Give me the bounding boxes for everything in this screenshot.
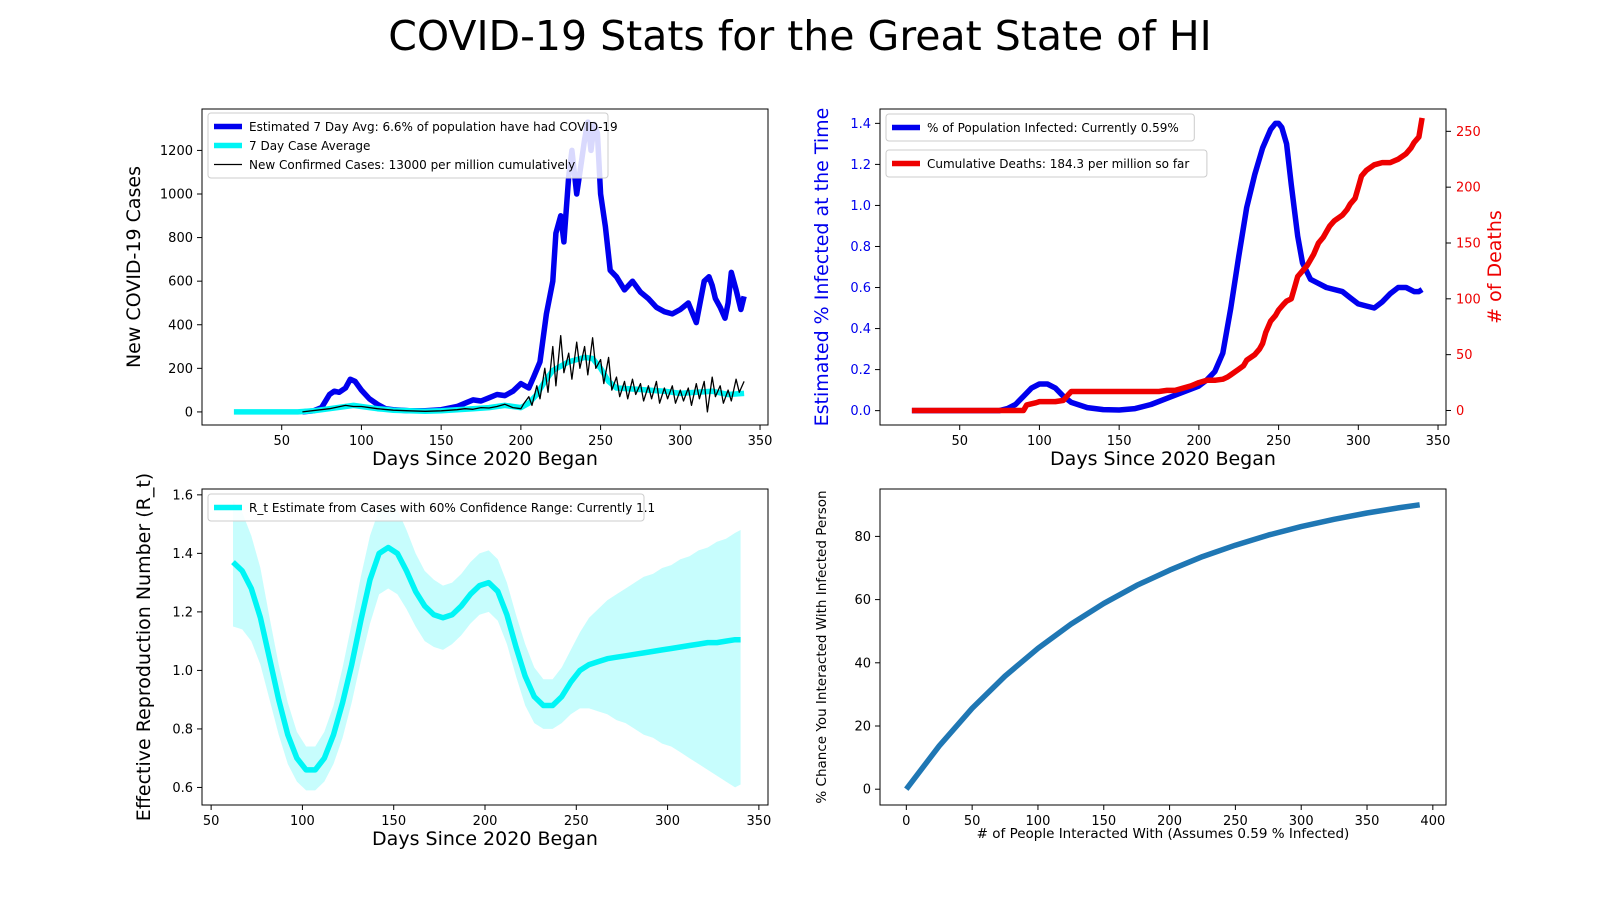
x-tick-label: 100 bbox=[1027, 434, 1052, 449]
x-tick-label: 350 bbox=[746, 814, 771, 829]
y-right-tick-label: 150 bbox=[1456, 236, 1481, 251]
x-tick-label: 100 bbox=[290, 814, 315, 829]
legend-label: R_t Estimate from Cases with 60% Confide… bbox=[249, 501, 655, 515]
y-tick-label: 0.6 bbox=[172, 781, 193, 796]
x-tick-label: 150 bbox=[1107, 434, 1132, 449]
series-line-cases-2 bbox=[302, 334, 745, 413]
x-axis-label: Days Since 2020 Began bbox=[372, 448, 598, 470]
y-axis-label: Estimated % Infected at the Time bbox=[811, 108, 833, 427]
y-right-axis-label: # of Deaths bbox=[1484, 210, 1506, 324]
y-right-tick-label: 250 bbox=[1456, 125, 1481, 140]
y-right-tick-label: 100 bbox=[1456, 292, 1481, 307]
y-right-tick-label: 50 bbox=[1456, 348, 1473, 363]
x-tick-label: 250 bbox=[1223, 814, 1248, 829]
axes-frame-interaction bbox=[879, 488, 1447, 806]
legend-box bbox=[885, 149, 1208, 178]
series-line-infected-0 bbox=[911, 120, 1424, 414]
x-tick-label: 300 bbox=[1289, 814, 1314, 829]
x-tick-label: 50 bbox=[273, 434, 290, 449]
series-line-cases-1 bbox=[233, 354, 745, 415]
series-line-cases-0 bbox=[302, 119, 747, 415]
axes-frame-cases bbox=[201, 108, 769, 426]
y-tick-label: 20 bbox=[854, 720, 871, 735]
chart-infected: 50 100 150 200 250 300 350 0.0 0.2 0.4 0.6 0.8 1.0 1.… bbox=[811, 108, 1506, 470]
legend-label: Estimated 7 Day Avg: 6.6% of population … bbox=[249, 120, 618, 134]
y-tick-label: 0.8 bbox=[172, 722, 193, 737]
y-tick-label: 0.2 bbox=[850, 363, 871, 378]
y-tick-label: 1.0 bbox=[172, 664, 193, 679]
chart-rt: 50 100 150 200 250 300 350 0.6 0.8 1.0 1.2 1.4 1.6 Da… bbox=[133, 473, 771, 850]
y-tick-label: 0.6 bbox=[850, 281, 871, 296]
x-axis-label: # of People Interacted With (Assumes 0.5… bbox=[977, 826, 1350, 842]
y-tick-label: 40 bbox=[854, 656, 871, 671]
y-tick-label: 1.4 bbox=[850, 117, 871, 132]
x-tick-label: 350 bbox=[1355, 814, 1380, 829]
y-tick-label: 800 bbox=[168, 231, 193, 246]
x-tick-label: 250 bbox=[588, 434, 613, 449]
x-axis-label: Days Since 2020 Began bbox=[372, 828, 598, 850]
series-line-rt-0 bbox=[231, 544, 741, 773]
y-tick-label: 60 bbox=[854, 593, 871, 608]
y-tick-label: 1.0 bbox=[850, 199, 871, 214]
y-tick-label: 0.4 bbox=[850, 322, 871, 337]
y-tick-label: 1.2 bbox=[850, 158, 871, 173]
axes-frame-infected bbox=[879, 108, 1447, 426]
y-axis-label: Effective Reproduction Number (R_t) bbox=[133, 473, 155, 821]
x-tick-label: 350 bbox=[748, 434, 773, 449]
y-right-tick-label: 0 bbox=[1456, 404, 1464, 419]
legend-label: % of Population Infected: Currently 0.59… bbox=[927, 121, 1179, 135]
y-tick-label: 0.0 bbox=[850, 404, 871, 419]
y-tick-label: 200 bbox=[168, 362, 193, 377]
legend-label: Cumulative Deaths: 184.3 per million so … bbox=[927, 157, 1189, 171]
x-tick-label: 200 bbox=[508, 434, 533, 449]
series-line-interaction-0 bbox=[904, 502, 1421, 791]
legend-box bbox=[885, 113, 1195, 142]
y-tick-label: 600 bbox=[168, 275, 193, 290]
page-title: COVID-19 Stats for the Great State of HI bbox=[388, 12, 1212, 60]
x-tick-label: 150 bbox=[381, 814, 406, 829]
legend-label: 7 Day Case Average bbox=[249, 139, 370, 153]
chart-interaction: 0 50 100 150 200 250 300 350 400 0 20 40 60 80 # of Pe… bbox=[814, 488, 1447, 842]
series-line-infected-1 bbox=[911, 117, 1425, 414]
x-tick-label: 100 bbox=[1026, 814, 1051, 829]
x-tick-label: 300 bbox=[655, 814, 680, 829]
y-tick-label: 0.8 bbox=[850, 240, 871, 255]
confidence-band-rt-0 bbox=[233, 500, 741, 791]
x-tick-label: 50 bbox=[203, 814, 220, 829]
y-tick-label: 1.4 bbox=[172, 547, 193, 562]
x-tick-label: 0 bbox=[902, 814, 910, 829]
legend-box bbox=[207, 112, 609, 179]
x-tick-label: 300 bbox=[668, 434, 693, 449]
y-tick-label: 0 bbox=[185, 405, 193, 420]
x-tick-label: 50 bbox=[951, 434, 968, 449]
x-tick-label: 200 bbox=[1186, 434, 1211, 449]
y-tick-label: 400 bbox=[168, 318, 193, 333]
y-axis-label: % Chance You Interacted With Infected Pe… bbox=[814, 490, 830, 803]
y-tick-label: 1200 bbox=[160, 144, 193, 159]
y-axis-label: New COVID-19 Cases bbox=[123, 166, 145, 368]
x-tick-label: 150 bbox=[1091, 814, 1116, 829]
x-tick-label: 200 bbox=[1157, 814, 1182, 829]
chart-cases: 50 100 150 200 250 300 350 0 200 400 600 800 1000 120… bbox=[123, 108, 773, 470]
y-tick-label: 80 bbox=[854, 530, 871, 545]
x-tick-label: 50 bbox=[964, 814, 981, 829]
y-tick-label: 1.2 bbox=[172, 605, 193, 620]
legend-box bbox=[207, 493, 645, 522]
x-tick-label: 300 bbox=[1346, 434, 1371, 449]
y-tick-label: 1000 bbox=[160, 187, 193, 202]
legend-label: New Confirmed Cases: 13000 per million c… bbox=[249, 158, 575, 172]
x-tick-label: 350 bbox=[1426, 434, 1451, 449]
x-tick-label: 100 bbox=[349, 434, 374, 449]
y-right-tick-label: 200 bbox=[1456, 181, 1481, 196]
x-tick-label: 400 bbox=[1420, 814, 1445, 829]
y-tick-label: 1.6 bbox=[172, 488, 193, 503]
y-tick-label: 0 bbox=[863, 783, 871, 798]
x-tick-label: 250 bbox=[1266, 434, 1291, 449]
x-axis-label: Days Since 2020 Began bbox=[1050, 448, 1276, 470]
x-tick-label: 150 bbox=[429, 434, 454, 449]
x-tick-label: 250 bbox=[564, 814, 589, 829]
x-tick-label: 200 bbox=[473, 814, 498, 829]
